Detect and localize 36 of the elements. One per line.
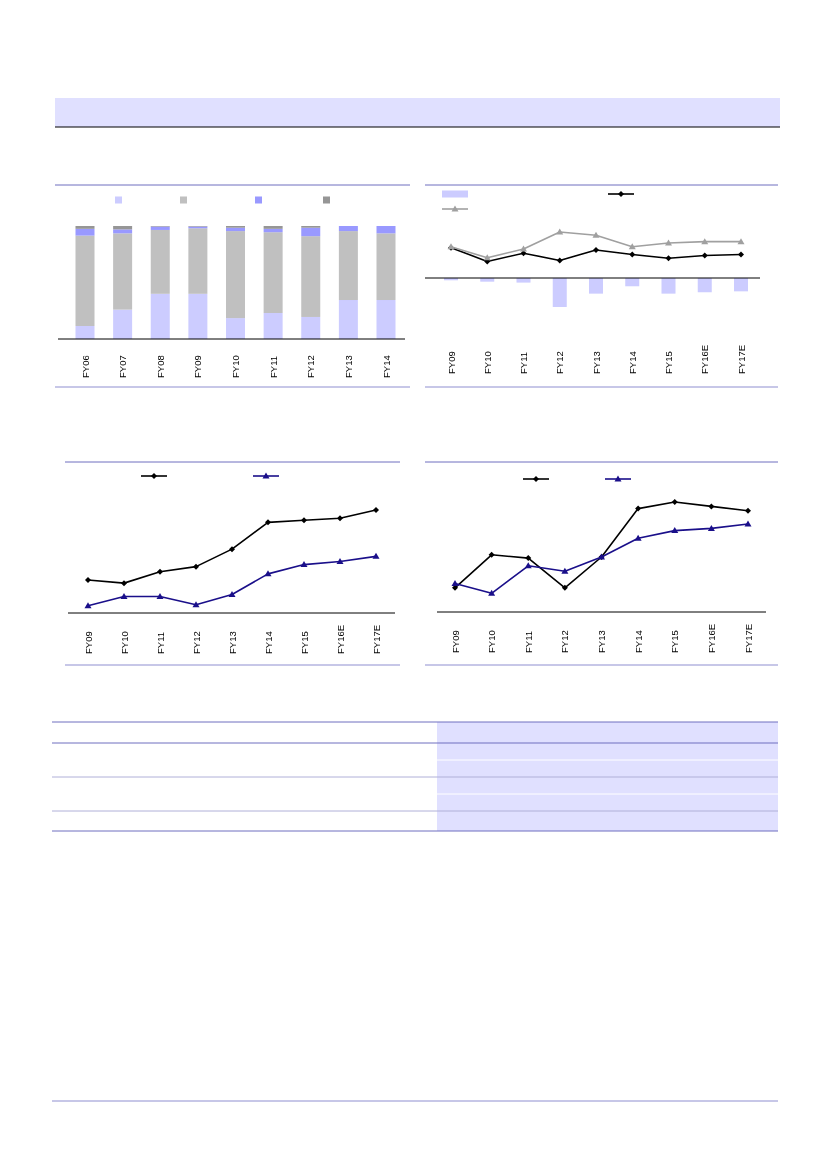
x-tick-label: FY13 [226,631,238,654]
x-tick-label: FY09 [192,355,204,378]
x-tick-label: FY10 [118,631,130,654]
x-tick-label: FY10 [481,351,493,374]
x-tick-label: FY09 [445,351,457,374]
x-tick-label: FY09 [82,631,94,654]
x-tick-label: FY17E [735,344,747,374]
x-tick-label: FY17E [370,624,382,654]
x-tick-label: FY09 [449,630,461,653]
x-tick-label: FY17E [742,623,754,653]
x-tick-label: FY10 [486,630,498,653]
x-tick-label: FY07 [117,355,129,378]
x-tick-label: FY06 [79,355,91,378]
x-tick-label: FY16E [334,624,346,654]
x-tick-label: FY15 [663,351,674,374]
x-tick-label: FY12 [559,630,571,653]
x-tick-label: FY11 [522,630,534,653]
x-tick-label: FY15 [298,631,310,654]
x-tick-label: FY08 [154,355,166,378]
x-tick-label: FY13 [590,351,602,374]
x-tick-label: FY11 [518,351,529,374]
x-tick-label: FY16E [705,623,717,653]
x-tick-label: FY14 [626,351,638,374]
x-tick-label: FY12 [305,355,317,378]
x-tick-label: FY11 [154,631,166,654]
x-tick-label: FY13 [342,355,354,378]
x-tick-label: FY11 [267,355,279,378]
x-tick-label: FY12 [554,351,566,374]
x-tick-label: FY12 [190,631,202,654]
x-tick-label: FY13 [596,630,607,653]
x-tick-label: FY14 [632,630,644,653]
x-tick-label: FY15 [669,630,681,653]
x-tick-label: FY14 [262,631,274,654]
x-tick-label: FY10 [230,355,241,378]
x-tick-label: FY14 [380,355,392,378]
x-tick-label: FY16E [699,344,711,374]
